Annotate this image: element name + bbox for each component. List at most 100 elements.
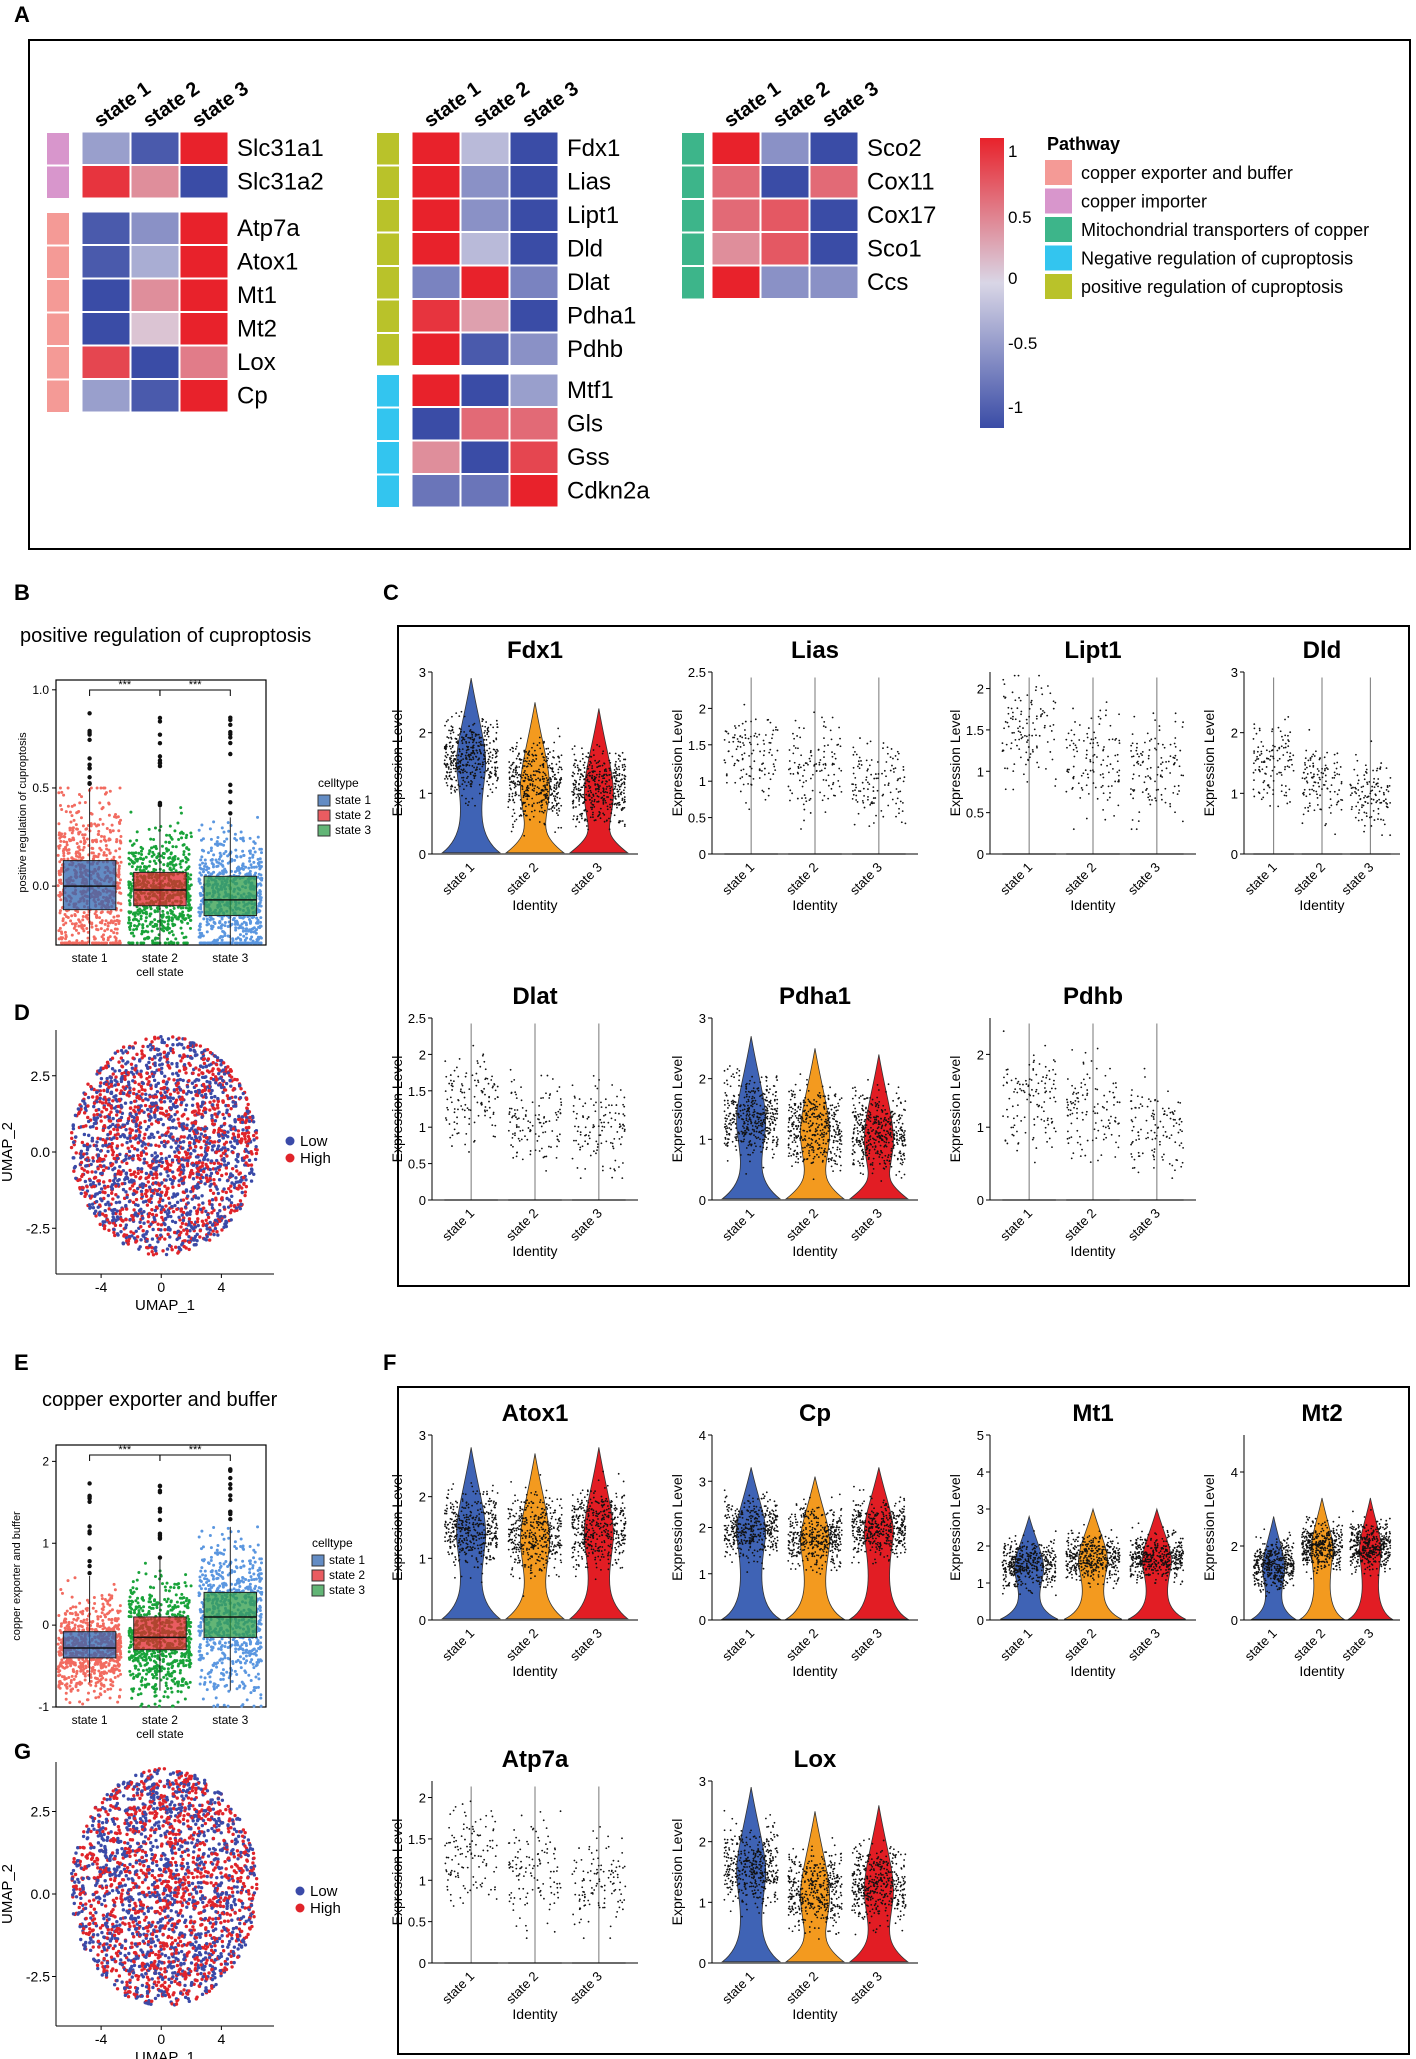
box-point <box>58 911 62 915</box>
violin-point <box>867 795 869 798</box>
box-point <box>212 820 216 824</box>
box-point <box>114 922 118 926</box>
violin-point <box>1161 761 1164 764</box>
box-point <box>200 855 204 859</box>
violin-point <box>1098 723 1101 725</box>
box-point <box>100 834 104 838</box>
violin-point <box>487 1082 490 1085</box>
violin-point <box>598 775 601 778</box>
box-point <box>58 881 62 885</box>
box-point <box>77 924 81 928</box>
violin-point <box>572 771 574 774</box>
violin-point <box>739 746 742 748</box>
violin-point <box>558 785 560 788</box>
violin-point <box>838 726 841 729</box>
violin-point <box>895 788 898 790</box>
violin-point <box>1286 751 1289 754</box>
violin-point <box>588 764 591 766</box>
box-point <box>77 931 81 935</box>
violin-point <box>1036 746 1038 749</box>
violin-point <box>1085 817 1088 820</box>
violin-point <box>829 729 832 732</box>
y-tick-label: 0.5 <box>688 811 706 826</box>
violin-point <box>768 741 771 744</box>
violin-point <box>496 1085 499 1088</box>
violin-point <box>515 1093 517 1096</box>
box-point <box>57 937 61 941</box>
violin-point <box>468 801 470 803</box>
box-point <box>220 859 224 863</box>
violin-point <box>551 1130 554 1132</box>
box-point <box>221 929 225 933</box>
violin-point <box>1173 785 1176 788</box>
violin-point <box>1014 738 1017 741</box>
box-point <box>94 855 98 859</box>
box-point <box>58 926 62 930</box>
violin-point <box>591 800 593 802</box>
box-point <box>245 927 249 931</box>
box-point <box>139 917 143 921</box>
violin-point <box>522 760 525 763</box>
box-point <box>198 914 202 918</box>
violin-point <box>532 742 535 745</box>
box-point <box>149 837 153 841</box>
violin-point <box>478 783 481 786</box>
violin-point <box>553 741 556 744</box>
violin-point <box>1132 773 1135 776</box>
x-tick-label: state 1 <box>72 951 108 965</box>
violin-point <box>1093 731 1096 734</box>
violin-point <box>576 772 579 775</box>
heatmap-cell <box>130 131 180 165</box>
violin-point <box>450 760 453 762</box>
violin-point <box>550 780 552 783</box>
panel-a-frame <box>28 39 1411 550</box>
violin-point <box>1035 717 1038 720</box>
violin-point <box>444 1060 447 1063</box>
violin-point <box>1253 723 1256 726</box>
violin-point <box>827 744 829 747</box>
box-point <box>205 930 209 934</box>
violin-point <box>509 781 512 784</box>
violin-point <box>484 760 487 763</box>
box-point <box>130 851 134 855</box>
pathway-legend-swatch <box>1045 274 1072 299</box>
violin-point <box>824 764 827 766</box>
box-point <box>130 865 134 869</box>
violin-point <box>1079 797 1082 799</box>
violin-point <box>1372 809 1375 812</box>
box-point <box>166 911 170 915</box>
violin-point <box>457 761 459 764</box>
violin-point <box>1089 760 1092 763</box>
violin-point <box>866 742 869 745</box>
violin-point <box>1326 787 1329 790</box>
violin-point <box>496 726 499 728</box>
box-point <box>118 847 122 851</box>
box-point <box>137 919 141 923</box>
violin-point <box>543 741 545 744</box>
heatmap-row-label: Sco2 <box>867 135 922 162</box>
box-point <box>108 911 112 915</box>
violin-point <box>480 740 482 743</box>
box-point <box>255 916 259 920</box>
violin-point <box>1075 746 1078 749</box>
color-scale-bar <box>980 138 1004 428</box>
violin-point <box>560 1101 563 1104</box>
violin-point <box>1336 752 1339 755</box>
violin-point <box>1031 748 1034 751</box>
box-point <box>127 881 131 885</box>
box-point <box>95 927 99 931</box>
violin-point <box>1111 738 1114 741</box>
violin-point <box>557 727 560 730</box>
box-point <box>64 810 68 814</box>
violin-point <box>601 780 604 783</box>
violin-point <box>558 1133 561 1136</box>
violin-point <box>448 774 451 777</box>
violin-point <box>1325 822 1327 825</box>
box-point <box>108 851 112 855</box>
violin-point <box>1157 788 1160 791</box>
violin-point <box>471 733 474 736</box>
box-point <box>62 793 66 797</box>
violin-point <box>585 825 588 827</box>
violin-point <box>477 1081 480 1084</box>
violin-point <box>510 1080 513 1083</box>
